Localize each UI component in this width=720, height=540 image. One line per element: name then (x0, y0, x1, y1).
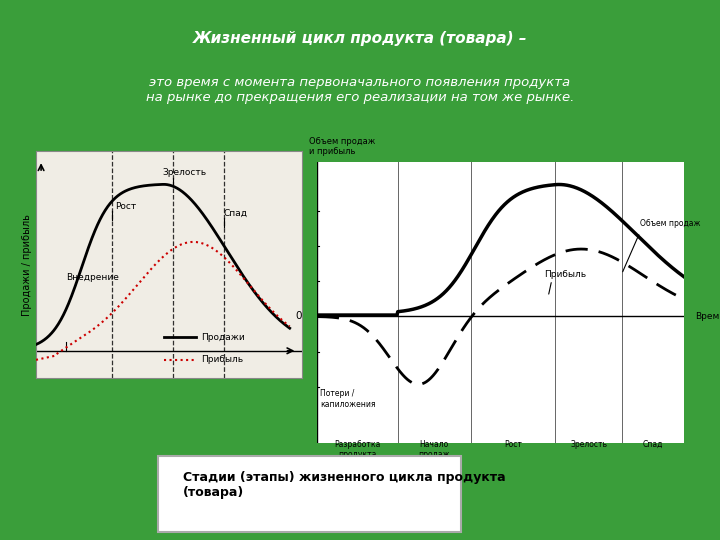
Text: это время с момента первоначального появления продукта
на рынке до прекращения е: это время с момента первоначального появ… (146, 76, 574, 104)
Text: Начало
продаж: Начало продаж (418, 440, 450, 460)
Text: Стадии (этапы) жизненного цикла продукта
(товара): Стадии (этапы) жизненного цикла продукта… (183, 471, 505, 499)
Text: Жизненный цикл продукта (товара) –: Жизненный цикл продукта (товара) – (193, 31, 527, 46)
Y-axis label: Продажи / прибыль: Продажи / прибыль (22, 214, 32, 315)
Text: Рост: Рост (114, 202, 136, 211)
Text: Объем продаж
и прибыль: Объем продаж и прибыль (310, 137, 376, 157)
Text: Объем продаж: Объем продаж (640, 219, 701, 228)
FancyBboxPatch shape (158, 456, 461, 532)
Text: Время: Время (695, 312, 720, 321)
Text: Внедрение: Внедрение (66, 273, 120, 282)
Text: Спад: Спад (643, 440, 663, 449)
Text: Спад: Спад (224, 210, 248, 218)
Text: Продажи: Продажи (201, 333, 245, 342)
Text: Зрелость: Зрелость (163, 167, 207, 177)
Text: Потери /
капиложения: Потери / капиложения (320, 389, 376, 409)
Text: 0: 0 (296, 312, 302, 321)
Text: Рост: Рост (504, 440, 522, 449)
Text: Прибыль: Прибыль (201, 355, 243, 364)
Text: Прибыль: Прибыль (544, 270, 587, 279)
Text: Разработка
продукта: Разработка продукта (334, 440, 380, 460)
Text: Зрелость: Зрелость (570, 440, 607, 449)
